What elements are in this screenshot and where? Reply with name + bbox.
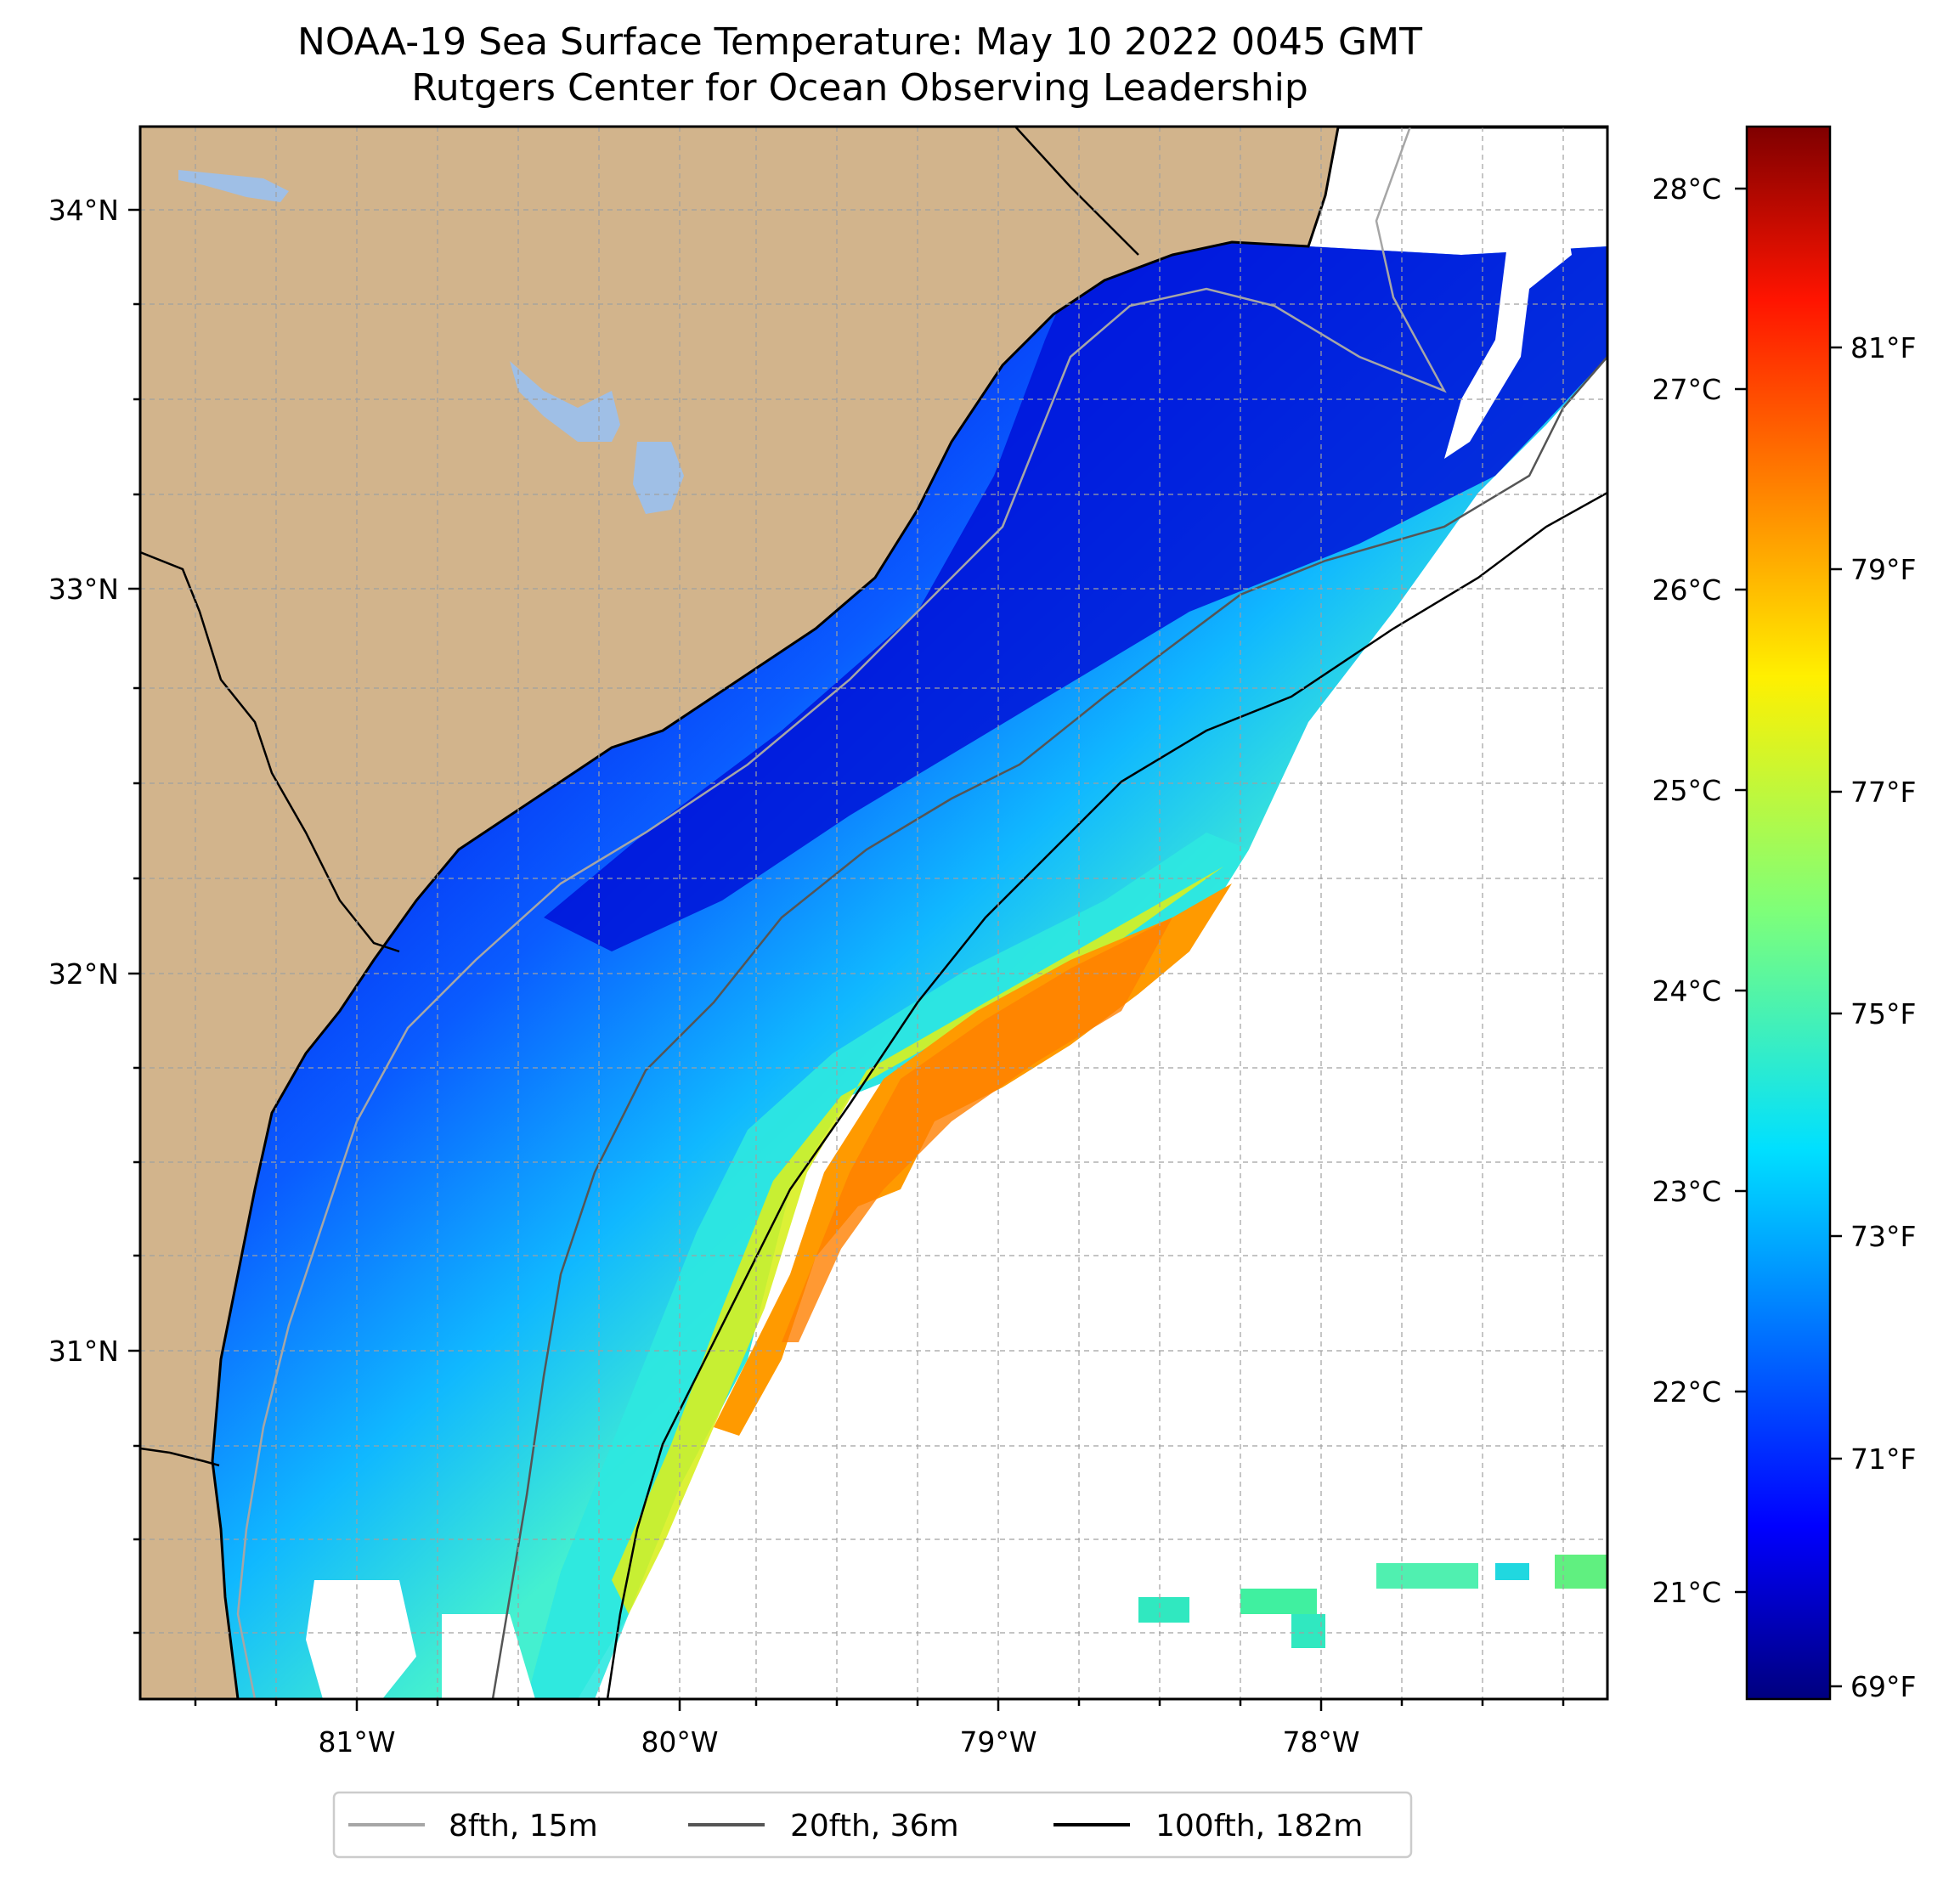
lat-label-31n: 31°N [48,1335,119,1368]
colorbar-ramp [1745,125,1832,1701]
cloud-gap-south-2 [442,1614,535,1699]
map-panel [140,127,1607,1699]
sst-cool-north [544,221,1607,951]
isobath-36m [491,356,1607,1699]
lat-label-32n: 32°N [48,957,119,991]
legend: 8fth, 15m 20fth, 36m 100fth, 182m [332,1791,1413,1859]
cbar-label-81f: 81°F [1850,331,1916,364]
legend-box [332,1791,1413,1859]
lon-label-78w: 78°W [1282,1725,1359,1759]
cbar-label-73f: 73°F [1850,1220,1916,1253]
cbar-label-79f: 79°F [1850,553,1916,586]
cbar-label-22c: 22°C [1652,1375,1721,1409]
cloud-gap-northeast [1444,204,1572,459]
legend-label-36m: 20fth, 36m [790,1809,959,1843]
isobath-15m [236,127,1447,1699]
cbar-label-23c: 23°C [1652,1175,1721,1208]
cbar-label-25c: 25°C [1652,774,1721,807]
legend-label-15m: 8fth, 15m [449,1809,598,1843]
lake-northwest [178,170,289,202]
cbar-label-28c: 28°C [1652,172,1721,206]
sst-coastal-field [204,221,1607,1699]
lake-marion [510,361,620,442]
lat-label-33n: 33°N [48,573,119,606]
lon-label-81w: 81°W [318,1725,395,1759]
lon-label-80w: 80°W [641,1725,718,1759]
title-line-2: Rutgers Center for Ocean Observing Leade… [411,66,1308,110]
map-frame [138,125,1609,1701]
cloud-gap-south [306,1580,416,1699]
lon-label-79w: 79°W [959,1725,1036,1759]
isobath-182m [606,491,1607,1699]
cbar-label-27c: 27°C [1652,373,1721,406]
cbar-label-24c: 24°C [1652,974,1721,1008]
colorbar [1735,125,1842,1701]
cbar-label-69f: 69°F [1850,1670,1916,1703]
cbar-label-21c: 21°C [1652,1576,1721,1609]
cbar-label-71f: 71°F [1850,1442,1916,1476]
cbar-label-75f: 75°F [1850,997,1916,1030]
cbar-label-77f: 77°F [1850,776,1916,809]
title-line-1: NOAA-19 Sea Surface Temperature: May 10 … [297,20,1422,64]
legend-label-182m: 100fth, 182m [1155,1809,1363,1843]
land-mass [140,127,1607,1699]
lat-label-34n: 34°N [48,194,119,227]
state-border-ga-fl [140,1447,220,1467]
graticule [140,127,1607,1699]
sst-gulf-stream-core [782,917,1172,1342]
cbar-label-26c: 26°C [1652,573,1721,607]
sst-gulf-stream [714,884,1232,1436]
axis-ticks [128,208,1565,1711]
state-border-nc-sc [1014,127,1139,256]
lake-moultrie [633,442,684,514]
